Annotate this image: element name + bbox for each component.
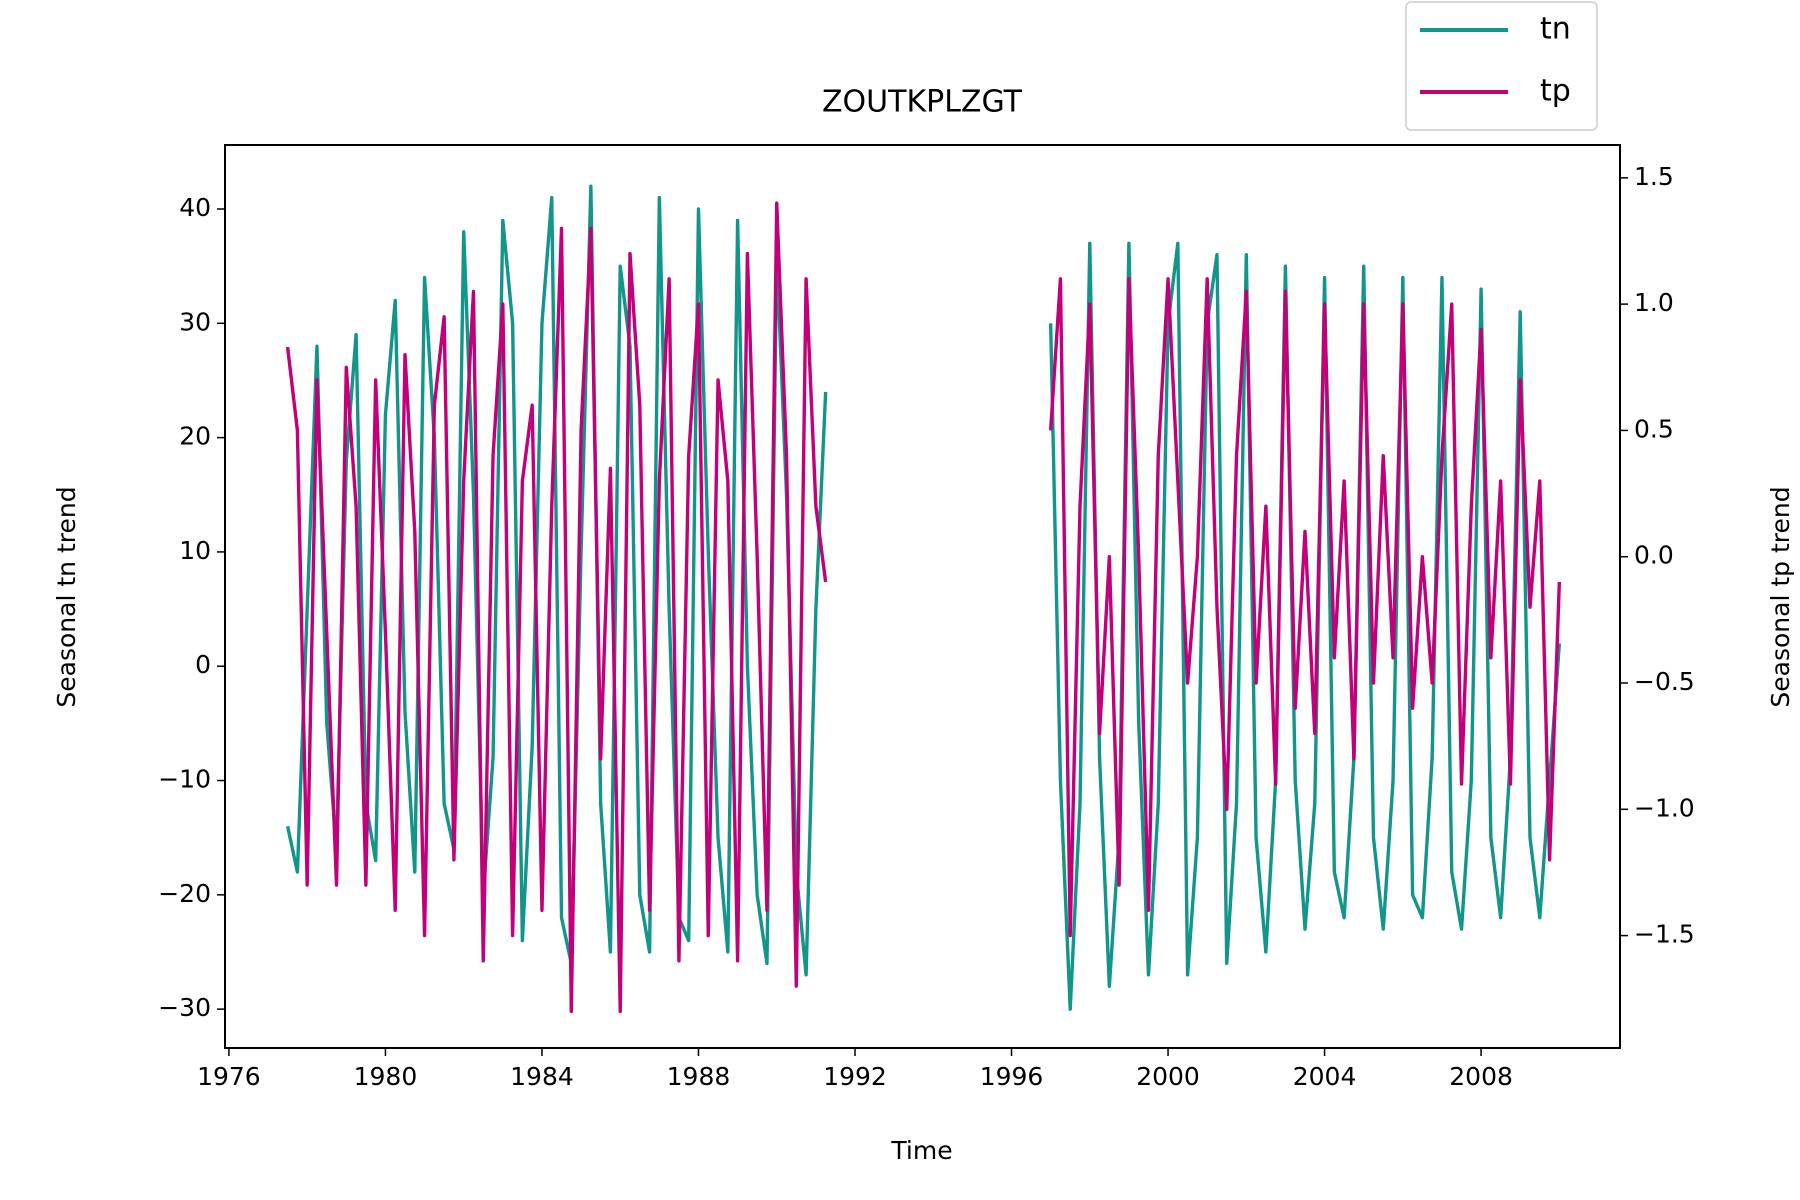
y2-axis-label: Seasonal tp trend (1766, 486, 1795, 707)
y2-tick-label: 1.5 (1634, 162, 1674, 191)
plot-frame (224, 144, 1621, 1049)
y-axis-label: Seasonal tn trend (52, 486, 81, 707)
y-tick-label: −20 (158, 879, 211, 908)
line-1 (285, 201, 1562, 1014)
x-tick-label: 1976 (197, 1062, 261, 1091)
y-tick-label: −30 (158, 993, 211, 1022)
y-tick-label: 30 (179, 307, 211, 336)
legend-label: tp (1540, 74, 1571, 109)
y-tick-label: 10 (179, 536, 211, 565)
x-tick-label: 2008 (1449, 1062, 1513, 1091)
y2-tick-label: 1.0 (1634, 288, 1674, 317)
x-tick-label: 1980 (354, 1062, 418, 1091)
y-tick-label: 20 (179, 422, 211, 451)
x-tick-label: 2000 (1136, 1062, 1200, 1091)
x-tick-label: 2004 (1293, 1062, 1357, 1091)
y2-tick-label: 0.5 (1634, 414, 1674, 443)
x-axis-label: Time (890, 1136, 952, 1165)
x-tick-label: 1992 (823, 1062, 887, 1091)
x-tick-label: 1988 (667, 1062, 731, 1091)
y-tick-label: 0 (195, 650, 211, 679)
x-tick-label: 1984 (510, 1062, 574, 1091)
line-0 (285, 184, 1562, 1011)
y2-tick-label: 0.0 (1634, 541, 1674, 570)
y-tick-label: 40 (179, 193, 211, 222)
y-tick-label: −10 (158, 765, 211, 794)
x-tick-label: 1996 (980, 1062, 1044, 1091)
legend-box (1405, 1, 1598, 131)
chart-title: ZOUTKPLZGT (822, 85, 1023, 120)
y2-tick-label: −1.0 (1634, 793, 1695, 822)
y2-tick-label: −0.5 (1634, 667, 1695, 696)
legend-label: tn (1540, 12, 1571, 47)
y2-tick-label: −1.5 (1634, 920, 1695, 949)
